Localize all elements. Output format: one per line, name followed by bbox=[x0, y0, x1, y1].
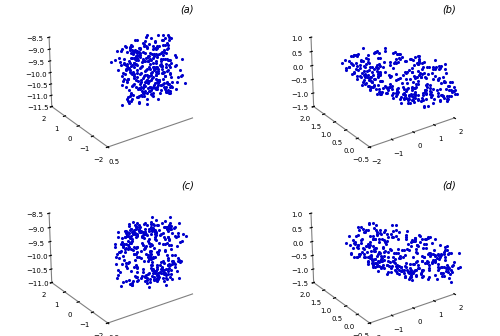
Text: (d): (d) bbox=[442, 181, 456, 191]
Text: (a): (a) bbox=[180, 5, 194, 15]
Text: (c): (c) bbox=[182, 181, 194, 191]
Text: (b): (b) bbox=[442, 5, 456, 15]
